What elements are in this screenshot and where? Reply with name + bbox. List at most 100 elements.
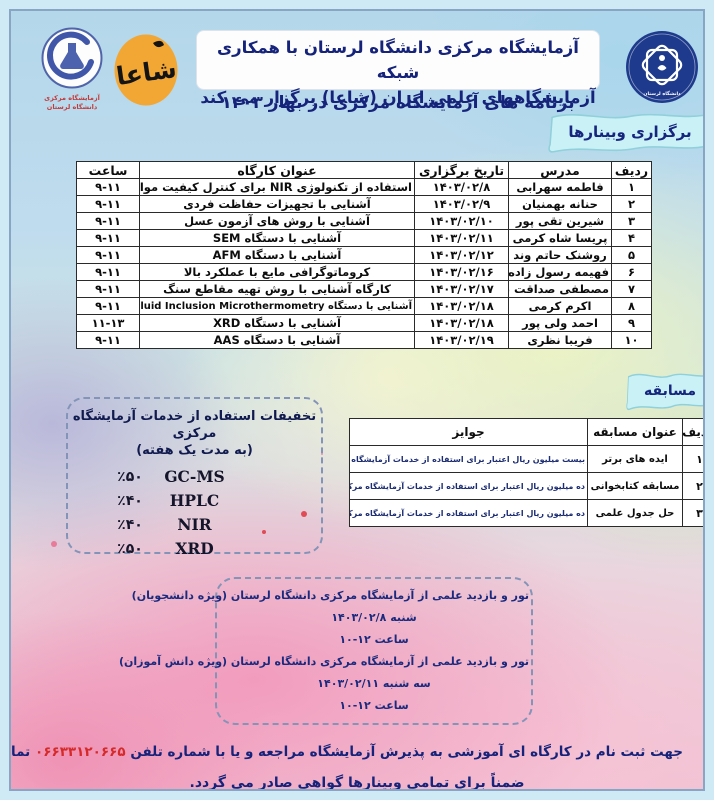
tour-hours-line: ساعت ۱۰-۱۲ bbox=[339, 699, 409, 712]
tour-hours-line: ساعت ۱۰-۱۲ bbox=[339, 633, 409, 646]
col-header-prize: جوایز bbox=[349, 418, 588, 446]
cell-instructor: احمد ولی پور bbox=[508, 314, 612, 332]
cell-instructor: اکرم کرمی bbox=[508, 297, 612, 315]
table-row: ۱ فاطمه سهرابی ۱۴۰۳/۰۲/۸ استفاده از تکنو… bbox=[76, 178, 652, 196]
cell-date: ۱۴۰۳/۰۲/۱۱ bbox=[414, 229, 509, 247]
webinars-section-label: برگزاری وبینارها bbox=[542, 109, 703, 161]
cell-no: ۱ bbox=[682, 445, 703, 473]
cell-title: آشنایی با دستگاه Fluid Inclusion Microth… bbox=[139, 297, 415, 315]
discount-percent: ٪۴۰ bbox=[117, 493, 143, 509]
tour-title: تور و بازدید علمی از آزمایشگاه مرکزی دان… bbox=[131, 589, 529, 602]
cell-no: ۱ bbox=[611, 178, 652, 196]
shaa-logo: شاعا bbox=[113, 33, 179, 111]
table-row: ۴ پریسا شاه کرمی ۱۴۰۳/۰۲/۱۱ آشنایی با دس… bbox=[76, 229, 652, 247]
cell-time: ۹-۱۱ bbox=[76, 331, 140, 349]
university-logo: دانشگاه لرستان bbox=[625, 30, 699, 108]
paint-splatter bbox=[301, 511, 307, 517]
col-header-row: ردیف bbox=[611, 161, 652, 179]
col-header-row: ردیف bbox=[682, 418, 703, 446]
cell-title: آشنایی با دستگاه XRD bbox=[139, 314, 415, 332]
cell-date: ۱۴۰۳/۰۲/۹ bbox=[414, 195, 509, 213]
discount-row: ٪۵۰ GC-MS bbox=[68, 465, 321, 489]
cell-no: ۶ bbox=[611, 263, 652, 281]
tour-date-line: سه شنبه ۱۴۰۳/۰۲/۱۱ bbox=[317, 677, 431, 690]
cell-title: آشنایی با روش های آزمون عسل bbox=[139, 212, 415, 230]
footer-text-after-phone: تماس حاصل فرمایید. bbox=[11, 744, 31, 760]
table-row: ۶ فهیمه رسول زاده ۱۴۰۳/۰۲/۱۶ کروماتوگراف… bbox=[76, 263, 652, 281]
col-header-date: تاریخ برگزاری bbox=[414, 161, 509, 179]
cell-title: آشنایی با دستگاه AAS bbox=[139, 331, 415, 349]
cell-instructor: فریبا نظری bbox=[508, 331, 612, 349]
cell-time: ۹-۱۱ bbox=[76, 195, 140, 213]
table-row: ۸ اکرم کرمی ۱۴۰۳/۰۲/۱۸ آشنایی با دستگاه … bbox=[76, 297, 652, 315]
cell-no: ۳ bbox=[611, 212, 652, 230]
footer-text-before-phone: جهت ثبت نام در کارگاه ای آموزشی به پذیرش… bbox=[130, 744, 683, 760]
cell-date: ۱۴۰۳/۰۲/۱۲ bbox=[414, 246, 509, 264]
discounts-title-line1: تخفیفات استفاده از خدمات آزمایشگاه مرکزی bbox=[72, 409, 317, 441]
table-row: ۲ مسابقه کتابخوانی ده میلیون ریال اعتبار… bbox=[349, 472, 703, 500]
competition-section-label: مسابقه bbox=[623, 369, 703, 418]
discounts-box: تخفیفات استفاده از خدمات آزمایشگاه مرکزی… bbox=[66, 397, 323, 558]
cell-instructor: حنانه بهمنیان bbox=[508, 195, 612, 213]
cell-date: ۱۴۰۳/۰۲/۱۸ bbox=[414, 297, 509, 315]
header-title-line2: آزمایشگاههای علمی ایران (شاعا) برگزار می… bbox=[200, 88, 596, 107]
table-row: ۳ حل جدول علمی ده میلیون ریال اعتبار برا… bbox=[349, 499, 703, 527]
cell-date: ۱۴۰۳/۰۲/۱۸ bbox=[414, 314, 509, 332]
cell-instructor: پریسا شاه کرمی bbox=[508, 229, 612, 247]
competition-table-container: ردیف عنوان مسابقه جوایز ۱ ایده های برتر … bbox=[349, 418, 703, 527]
header-title-line1: آزمایشگاه مرکزی دانشگاه لرستان با همکاری… bbox=[217, 38, 579, 82]
central-lab-logo-text-1: آزمایشگاه مرکزی bbox=[44, 94, 100, 102]
cell-time: ۹-۱۱ bbox=[76, 178, 140, 196]
col-header-instructor: مدرس bbox=[508, 161, 612, 179]
cell-instructor: فاطمه سهرابی bbox=[508, 178, 612, 196]
cell-time: ۹-۱۱ bbox=[76, 280, 140, 298]
cell-instructor: مصطفی صداقت نیا bbox=[508, 280, 612, 298]
cell-prize: بیست میلیون ریال اعتبار برای استفاده از … bbox=[349, 445, 588, 473]
central-lab-logo-text-2: دانشگاه لرستان bbox=[46, 103, 98, 111]
tour-item: تور و بازدید علمی از آزمایشگاه مرکزی دان… bbox=[118, 651, 529, 717]
tour-title: تور و بازدید علمی از آزمایشگاه مرکزی دان… bbox=[118, 655, 529, 668]
cell-no: ۸ bbox=[611, 297, 652, 315]
discount-percent: ٪۴۰ bbox=[117, 517, 143, 533]
central-lab-logo-icon bbox=[41, 27, 103, 89]
cell-instructor: شیرین تقی پور bbox=[508, 212, 612, 230]
cell-no: ۴ bbox=[611, 229, 652, 247]
discount-row: ٪۴۰ NIR bbox=[68, 513, 321, 537]
cell-title: کروماتوگرافی مایع با عملکرد بالا bbox=[139, 263, 415, 281]
webinars-section-label-text: برگزاری وبینارها bbox=[568, 123, 692, 141]
tours-box: تور و بازدید علمی از آزمایشگاه مرکزی دان… bbox=[118, 577, 533, 725]
tour-date-line: شنبه ۱۴۰۳/۰۲/۸ bbox=[331, 611, 417, 624]
header-title-box: آزمایشگاه مرکزی دانشگاه لرستان با همکاری… bbox=[197, 31, 599, 107]
webinar-table-container: ردیف مدرس تاریخ برگزاری عنوان کارگاه ساع… bbox=[76, 161, 652, 349]
cell-title: کارگاه آشنایی با روش تهیه مقاطع سنگ bbox=[139, 280, 415, 298]
table-row: ۱ ایده های برتر بیست میلیون ریال اعتبار … bbox=[349, 445, 703, 473]
cell-prize: ده میلیون ریال اعتبار برای استفاده از خد… bbox=[349, 499, 588, 527]
cell-date: ۱۴۰۳/۰۲/۱۷ bbox=[414, 280, 509, 298]
cell-instructor: روشنک حاتم وند bbox=[508, 246, 612, 264]
competition-table-header-row: ردیف عنوان مسابقه جوایز bbox=[349, 418, 703, 446]
discounts-title-line2: (به مدت یک هفته) bbox=[136, 443, 253, 458]
col-header-title: عنوان کارگاه bbox=[139, 161, 415, 179]
footer-certificate-line: ضمناً برای تمامی وبینارها گواهی صادر می … bbox=[189, 775, 525, 791]
cell-no: ۱۰ bbox=[611, 331, 652, 349]
table-row: ۹ احمد ولی پور ۱۴۰۳/۰۲/۱۸ آشنایی با دستگ… bbox=[76, 314, 652, 332]
cell-no: ۵ bbox=[611, 246, 652, 264]
discount-percent: ٪۵۰ bbox=[117, 541, 143, 557]
table-row: ۱۰ فریبا نظری ۱۴۰۳/۰۲/۱۹ آشنایی با دستگا… bbox=[76, 331, 652, 349]
discount-row: ٪۵۰ XRD bbox=[68, 537, 321, 561]
table-row: ۵ روشنک حاتم وند ۱۴۰۳/۰۲/۱۲ آشنایی با دس… bbox=[76, 246, 652, 264]
competition-section-label-text: مسابقه bbox=[644, 382, 696, 399]
cell-date: ۱۴۰۳/۰۲/۸ bbox=[414, 178, 509, 196]
discount-service: GC-MS bbox=[164, 467, 225, 486]
cell-time: ۹-۱۱ bbox=[76, 263, 140, 281]
university-logo-icon: دانشگاه لرستان bbox=[626, 31, 698, 103]
cell-time: ۹-۱۱ bbox=[76, 229, 140, 247]
webinar-table: ردیف مدرس تاریخ برگزاری عنوان کارگاه ساع… bbox=[76, 161, 652, 349]
shaa-logo-icon: شاعا bbox=[114, 34, 178, 106]
cell-time: ۹-۱۱ bbox=[76, 246, 140, 264]
discount-service: NIR bbox=[177, 515, 212, 534]
tour-item: تور و بازدید علمی از آزمایشگاه مرکزی دان… bbox=[131, 585, 529, 651]
central-lab-logo: آزمایشگاه مرکزی دانشگاه لرستان bbox=[29, 27, 115, 111]
competition-table: ردیف عنوان مسابقه جوایز ۱ ایده های برتر … bbox=[349, 418, 703, 527]
